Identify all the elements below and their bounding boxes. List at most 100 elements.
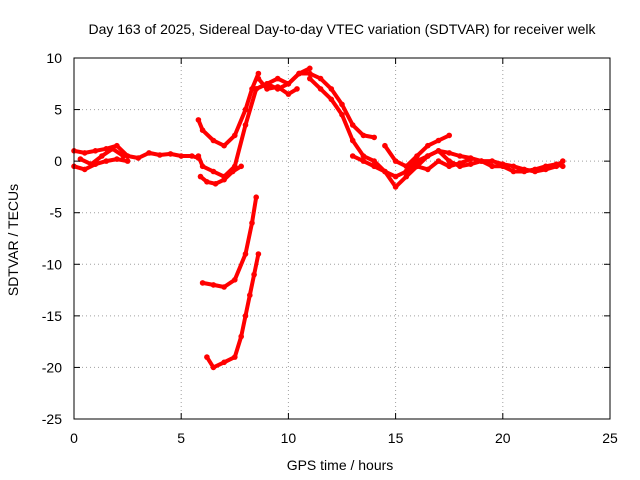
data-point [467,161,474,167]
data-point [510,168,517,175]
data-point [307,70,313,77]
data-point [425,153,431,159]
data-point [425,142,431,149]
data-point [317,75,324,82]
data-point [238,163,244,170]
data-point [210,137,217,144]
data-point [255,75,262,82]
data-point [242,122,249,128]
data-point [274,84,281,90]
data-point [199,163,206,170]
data-point [212,181,219,187]
data-point [349,122,356,128]
data-point [232,132,238,139]
x-tick-label: 10 [281,430,297,446]
data-point [349,137,356,144]
data-point [285,81,292,87]
data-point [446,150,453,156]
data-point [414,153,420,159]
data-point [229,168,236,175]
data-point [521,166,527,173]
data-point [210,282,217,288]
data-point [251,271,257,278]
data-point [92,148,99,154]
data-point [317,86,324,92]
data-point [146,150,152,156]
data-point [371,163,378,170]
data-point [124,158,131,164]
data-point [360,132,367,139]
data-point [307,65,313,72]
data-point [232,354,238,360]
data-point [255,251,262,257]
data-point [255,70,262,77]
data-point [195,117,202,123]
data-point [221,176,227,183]
y-tick-label: 5 [54,102,62,118]
data-point [135,155,142,161]
x-tick-label: 5 [177,430,185,446]
x-tick-label: 20 [495,430,511,446]
y-tick-label: -15 [42,308,62,324]
data-point [221,284,227,290]
y-tick-label: -25 [42,411,62,427]
data-point [221,142,227,149]
data-point [403,163,410,170]
data-point [124,153,131,159]
data-point [360,153,367,159]
data-point [328,86,335,92]
data-point [339,101,345,108]
data-point [242,313,249,319]
series-line-track-n [200,195,259,289]
data-point [81,150,88,156]
data-point [296,70,302,77]
data-point [500,161,506,167]
x-axis-label: GPS time / hours [287,457,394,473]
series-layer [71,65,566,371]
x-axis: 0 5 10 15 20 25 [70,58,618,446]
y-tick-label: -10 [42,256,62,272]
data-point [210,168,217,175]
data-point [253,194,259,200]
data-point [247,292,253,299]
data-point [77,156,84,162]
data-point [414,163,420,170]
data-point [99,153,105,159]
data-point [221,359,227,366]
data-point [371,134,378,141]
data-point [371,158,378,164]
chart-title: Day 163 of 2025, Sidereal Day-to-day VTE… [88,21,596,37]
data-point [349,153,356,159]
data-point [489,163,495,170]
data-point [392,173,399,180]
data-point [382,142,388,149]
data-point [392,184,399,190]
y-tick-label: -5 [50,205,63,221]
y-axis: -25 -20 -15 -10 -5 0 5 10 [42,50,610,427]
data-point [307,75,313,82]
data-point [360,158,367,164]
data-point [232,277,238,283]
data-point [81,166,88,173]
data-point [446,163,453,170]
data-point [249,86,255,92]
y-grid [74,109,610,368]
data-point [238,333,244,340]
data-point [294,86,300,92]
data-point [109,146,116,152]
data-point [382,168,388,175]
data-point [446,132,453,139]
data-point [88,161,94,167]
data-point [264,86,270,92]
data-point [274,75,281,82]
data-point [204,179,210,185]
data-point [199,127,206,133]
data-point [195,153,202,159]
data-point [339,111,345,118]
y-tick-label: 0 [54,153,62,169]
data-point [249,220,255,226]
data-point [157,152,163,158]
data-point [435,158,442,164]
data-point [178,153,184,159]
plot-frame [73,57,611,420]
